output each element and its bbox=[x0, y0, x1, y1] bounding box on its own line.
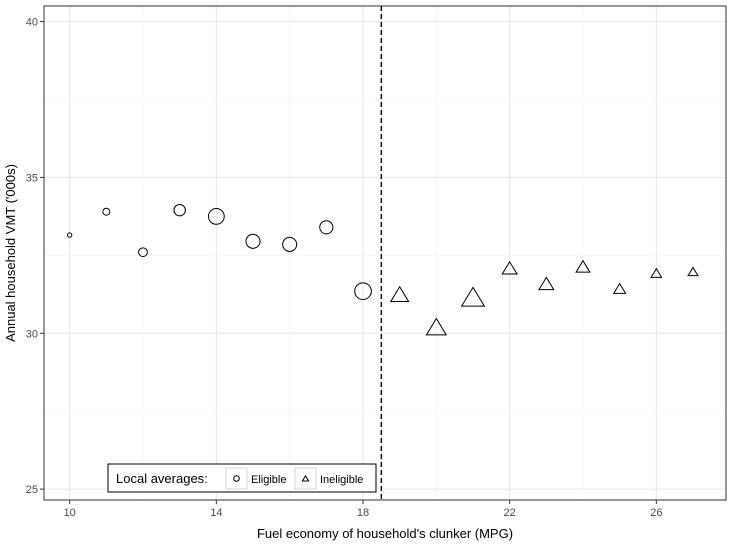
point-eligible-5 bbox=[245, 233, 261, 249]
point-ineligible-8 bbox=[687, 266, 699, 277]
y-tick-label-3: 40 bbox=[26, 17, 38, 29]
point-ineligible-1 bbox=[425, 317, 448, 336]
legend-key-1 bbox=[294, 467, 317, 490]
legend-key-0 bbox=[225, 467, 248, 490]
grid-major bbox=[44, 6, 726, 500]
data-points bbox=[66, 203, 699, 336]
point-eligible-0 bbox=[66, 232, 73, 238]
x-tick-label-1: 14 bbox=[210, 507, 222, 519]
point-eligible-6 bbox=[282, 236, 298, 252]
point-ineligible-2 bbox=[460, 286, 486, 307]
point-ineligible-3 bbox=[501, 260, 518, 275]
x-tick-label-3: 22 bbox=[504, 507, 516, 519]
grid-minor bbox=[44, 6, 726, 500]
y-tick-label-1: 30 bbox=[26, 328, 38, 340]
point-ineligible-4 bbox=[538, 276, 555, 291]
x-tick-label-2: 18 bbox=[357, 507, 369, 519]
x-axis-title: Fuel economy of household's clunker (MPG… bbox=[257, 526, 513, 541]
point-eligible-3 bbox=[173, 203, 186, 217]
point-ineligible-7 bbox=[650, 267, 663, 278]
y-tick-label-0: 25 bbox=[26, 484, 38, 496]
legend-label-1: Ineligible bbox=[320, 474, 363, 486]
point-eligible-7 bbox=[319, 220, 334, 235]
y-axis: 25 30 35 40 bbox=[26, 17, 44, 496]
point-ineligible-5 bbox=[575, 259, 591, 273]
x-tick-label-0: 10 bbox=[64, 507, 76, 519]
legend: Local averages: Eligible Ineligible bbox=[107, 463, 377, 493]
legend-entries: Eligible Ineligible bbox=[225, 467, 363, 490]
legend-title: Local averages: bbox=[116, 471, 208, 486]
legend-label-0: Eligible bbox=[251, 474, 286, 486]
panel-border bbox=[43, 5, 727, 501]
legend-symbol-circle bbox=[233, 475, 240, 482]
x-tick-label-4: 26 bbox=[650, 507, 662, 519]
point-eligible-4 bbox=[207, 207, 225, 225]
legend-symbol-triangle bbox=[301, 474, 310, 482]
point-ineligible-0 bbox=[389, 285, 410, 302]
point-eligible-1 bbox=[102, 207, 111, 216]
point-eligible-8 bbox=[354, 282, 372, 301]
y-tick-label-2: 35 bbox=[26, 172, 38, 184]
y-axis-title: Annual household VMT ('000s) bbox=[3, 164, 18, 342]
point-eligible-2 bbox=[138, 247, 148, 258]
x-axis: 10 14 18 22 26 bbox=[64, 500, 662, 519]
point-ineligible-6 bbox=[612, 282, 627, 294]
